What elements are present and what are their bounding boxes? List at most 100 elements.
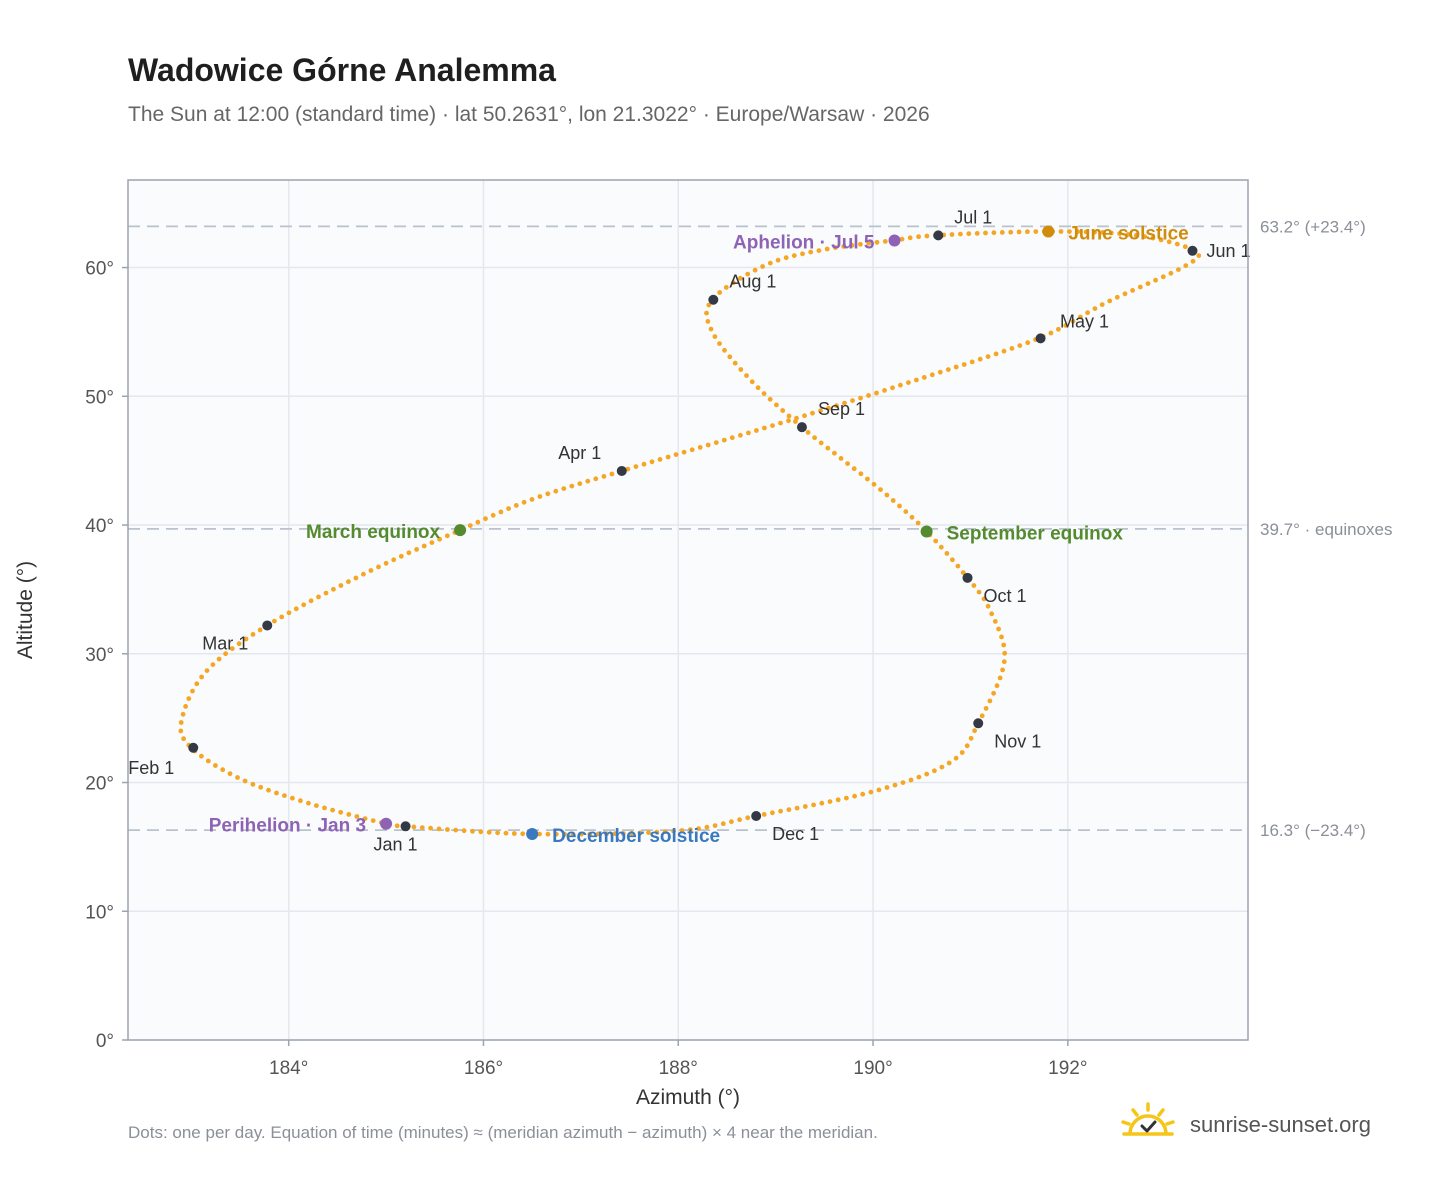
day-dot — [950, 557, 955, 563]
day-dot — [794, 805, 800, 811]
day-dot — [1025, 229, 1030, 235]
day-dot — [649, 459, 655, 465]
day-dot — [529, 497, 535, 502]
y-tick-label: 60° — [85, 259, 114, 280]
day-dot — [805, 430, 811, 435]
day-dot — [722, 347, 727, 353]
day-dot — [849, 242, 855, 248]
reference-label: 16.3° (−23.4°) — [1260, 821, 1366, 840]
day-dot — [909, 514, 915, 520]
day-dot — [818, 408, 823, 414]
day-dot — [981, 596, 987, 602]
reference-label: 39.7° · equinoxes — [1260, 520, 1393, 539]
day-dot — [1063, 323, 1069, 328]
day-dot — [816, 248, 822, 254]
x-tick-label: 190° — [853, 1058, 892, 1079]
day-dot — [993, 351, 999, 357]
day-dot — [780, 408, 786, 413]
month-label: Apr 1 — [558, 443, 601, 463]
day-dot — [467, 523, 473, 528]
day-dot — [178, 728, 184, 734]
day-dot — [845, 461, 850, 466]
day-dot — [322, 805, 327, 811]
day-dot — [838, 456, 844, 461]
day-dot — [229, 646, 235, 651]
day-dot — [1133, 233, 1139, 238]
month-marker — [962, 572, 973, 583]
day-dot — [199, 753, 204, 759]
day-dot — [945, 367, 951, 372]
day-dot — [220, 767, 226, 773]
day-dot — [996, 626, 1001, 632]
day-dot — [874, 239, 880, 245]
y-tick-label: 40° — [85, 516, 114, 537]
event-label: Perihelion · Jan 3 — [209, 816, 366, 837]
event-marker — [920, 525, 933, 538]
day-dot — [708, 326, 714, 332]
day-dot — [498, 509, 504, 515]
month-marker — [400, 821, 411, 832]
day-dot — [900, 780, 906, 785]
brand-text[interactable]: sunrise-sunset.org — [1190, 1112, 1371, 1137]
day-dot — [290, 795, 295, 801]
day-dot — [985, 603, 991, 609]
day-dot — [906, 380, 911, 385]
day-dot — [985, 354, 991, 359]
day-dot — [994, 683, 1000, 689]
month-label: Jun 1 — [1206, 241, 1250, 261]
day-dot — [832, 450, 837, 456]
day-dot — [738, 275, 743, 281]
day-dot — [802, 413, 807, 419]
month-marker — [973, 718, 984, 729]
x-tick-label: 192° — [1048, 1058, 1087, 1079]
day-dot — [1000, 667, 1005, 673]
day-dot — [744, 373, 749, 378]
day-dot — [436, 826, 442, 832]
day-dot — [633, 464, 639, 469]
day-dot — [199, 674, 205, 680]
day-dot — [946, 760, 952, 766]
day-dot — [1183, 263, 1189, 268]
day-dot — [601, 474, 607, 479]
month-marker — [933, 230, 944, 241]
day-dot — [730, 280, 736, 286]
day-dot — [1092, 306, 1098, 311]
day-dot — [890, 385, 895, 391]
day-dot — [727, 354, 733, 360]
day-dot — [850, 398, 855, 403]
day-dot — [579, 831, 584, 837]
day-dot — [939, 764, 945, 770]
day-dot — [949, 232, 955, 237]
day-dot — [1083, 229, 1089, 235]
day-dot — [866, 393, 871, 398]
day-dot — [654, 829, 660, 835]
day-dot — [593, 476, 599, 482]
day-dot — [1017, 343, 1023, 348]
reference-label: 63.2° (+23.4°) — [1260, 217, 1366, 236]
day-dot — [968, 735, 974, 741]
day-dot — [429, 540, 435, 545]
day-dot — [746, 430, 751, 436]
footnote: Dots: one per day. Equation of time (min… — [128, 1123, 878, 1142]
day-dot — [991, 230, 997, 236]
month-marker — [262, 620, 273, 631]
day-dot — [983, 230, 988, 236]
day-dot — [890, 498, 896, 503]
day-dot — [972, 728, 977, 734]
month-label: Jul 1 — [954, 207, 992, 227]
day-dot — [1130, 288, 1135, 293]
day-dot — [914, 377, 919, 383]
day-dot — [186, 696, 192, 701]
day-dot — [1117, 231, 1122, 237]
day-dot — [1048, 330, 1054, 336]
y-tick-label: 50° — [85, 387, 114, 408]
day-dot — [761, 812, 767, 817]
day-dot — [398, 553, 404, 559]
month-label: Feb 1 — [128, 758, 174, 778]
brand-logo[interactable]: sunrise-sunset.org — [1120, 1102, 1390, 1146]
day-dot — [774, 402, 779, 408]
y-tick-label: 30° — [85, 645, 114, 666]
day-dot — [977, 356, 983, 362]
day-dot — [1100, 230, 1106, 235]
month-label: Sep 1 — [818, 399, 865, 419]
